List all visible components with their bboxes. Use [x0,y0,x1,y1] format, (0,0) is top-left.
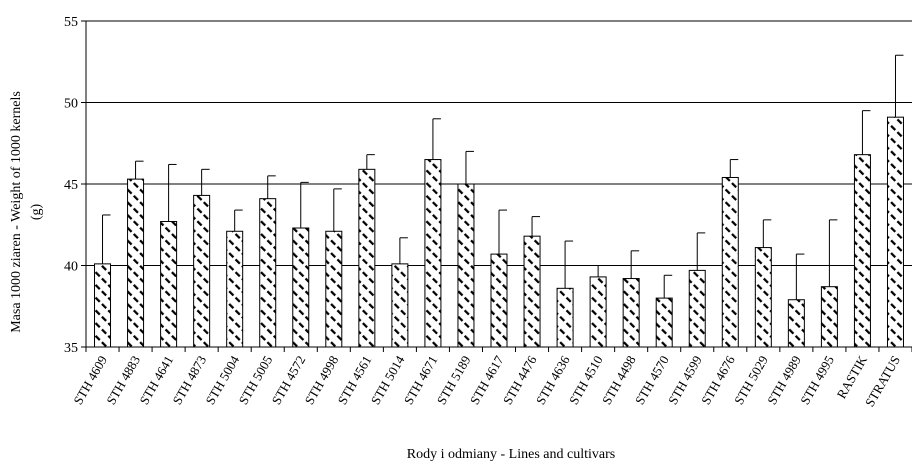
y-tick-label: 50 [64,97,78,112]
bar [787,299,805,348]
bar [424,159,442,348]
x-tick-label: RASTIK [834,352,871,401]
y-axis-label: Masa 1000 ziaren - Weight of 1000 kernel… [9,91,24,333]
bar [94,263,112,348]
bar [556,287,574,348]
y-tick-label: 40 [64,260,78,275]
bar [358,168,376,348]
bar [853,154,871,348]
bar [589,276,607,348]
bar [292,227,310,348]
error-bars-group [102,54,904,300]
bar [325,230,343,348]
y-tick-label: 45 [64,178,78,193]
bar [820,286,838,348]
bar [622,278,640,348]
bar [193,194,211,348]
y-axis-unit: (g) [29,204,44,221]
bar [655,297,673,348]
bar [523,235,541,348]
bars-group [94,116,904,348]
bar [721,176,739,348]
bar [127,178,145,348]
x-axis-label: Rody i odmiany - Lines and cultivars [407,447,615,462]
bar [754,247,772,348]
bar [490,253,508,348]
bar [688,269,706,348]
bar [160,220,178,348]
y-tick-label: 55 [64,15,78,30]
y-tick-label: 35 [64,341,78,356]
y-tick-labels: 35 40 45 50 55 [64,15,86,356]
bar [457,183,475,348]
bar [391,263,409,348]
bar [259,198,277,348]
bar [886,116,904,348]
bar [226,230,244,348]
